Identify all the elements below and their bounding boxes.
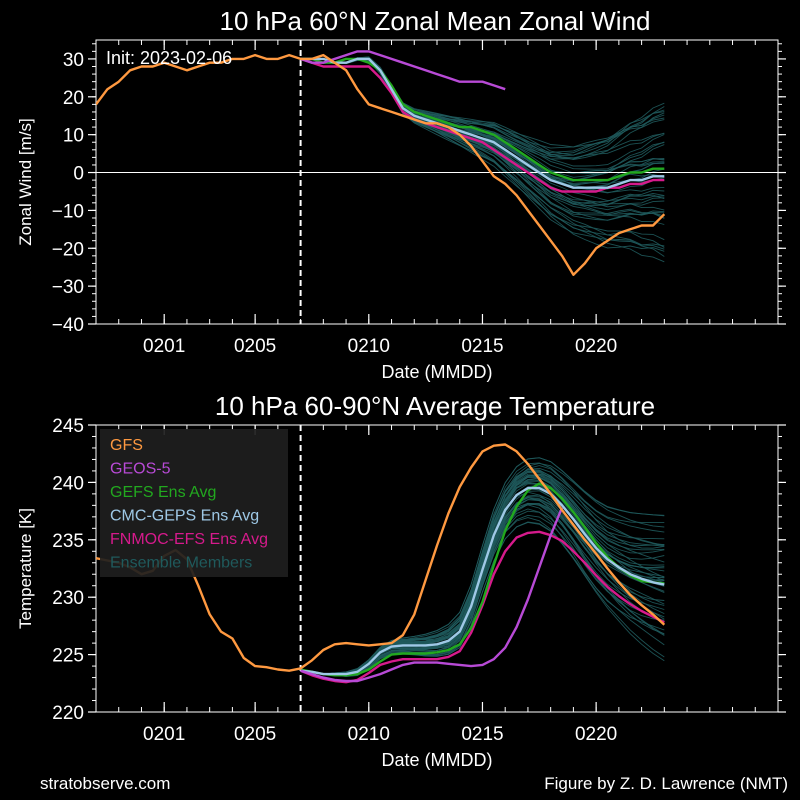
legend-entry: FNMOC-EFS Ens Avg	[110, 531, 268, 548]
x-tick-label: 0220	[575, 724, 617, 745]
legend-entry: Ensemble Members	[110, 555, 252, 572]
legend-entry: GFS	[110, 437, 143, 454]
y-tick-label: −40	[52, 315, 84, 336]
x-tick-label: 0215	[461, 336, 503, 357]
x-tick-label: 0220	[575, 336, 617, 357]
panel-temperature: 10 hPa 60-90°N Average Temperature 0201 02…	[16, 391, 786, 770]
legend: GFS GEOS-5 GEFS Ens Avg CMC-GEPS Ens Avg FNM…	[100, 429, 288, 577]
y-tick-label: −30	[52, 277, 84, 298]
y-tick-label: 245	[52, 416, 84, 437]
y-tick-label: 220	[52, 703, 84, 724]
series-line-geos-5	[300, 50, 506, 91]
series-line-gefs-ens-avg	[300, 57, 665, 182]
x-tick-label: 0201	[143, 724, 185, 745]
footer-author-credit: Figure by Z. D. Lawrence (NMT)	[544, 774, 788, 793]
x-tick-label: 0210	[348, 336, 390, 357]
series-line-cmc-geps-ens-avg	[300, 57, 665, 189]
y-tick-label: 10	[63, 126, 84, 147]
series-line-geos-5	[300, 507, 564, 683]
chart-title: 10 hPa 60°N Zonal Mean Zonal Wind	[220, 6, 651, 36]
y-tick-label: 230	[52, 588, 84, 609]
ensemble-member-line	[300, 471, 665, 675]
x-tick-label: 0201	[143, 336, 185, 357]
x-tick-label: 0205	[234, 724, 276, 745]
series-line-fnmoc-efs-ens-avg	[300, 57, 665, 193]
legend-entry: CMC-GEPS Ens Avg	[110, 508, 259, 525]
series-line-cmc-geps-ens-avg	[300, 486, 665, 676]
legend-box	[100, 429, 288, 577]
y-tick-label: 30	[63, 50, 84, 71]
x-axis-label: Date (MMDD)	[382, 750, 493, 770]
init-annotation: Init: 2023-02-06	[106, 48, 232, 68]
y-tick-label: 240	[52, 473, 84, 494]
series-line-gfs	[96, 53, 666, 276]
series-group	[96, 50, 666, 276]
ensemble-member-line	[300, 514, 665, 677]
axes-frame	[95, 39, 779, 325]
y-tick-label: −20	[52, 239, 84, 260]
legend-entry: GEFS Ens Avg	[110, 484, 216, 501]
x-tick-label: 0210	[348, 724, 390, 745]
y-axis-label: Temperature [K]	[16, 508, 35, 629]
y-tick-label: 225	[52, 646, 84, 667]
x-tick-label: 0215	[461, 724, 503, 745]
x-axis-label: Date (MMDD)	[382, 362, 493, 382]
footer-site-credit: stratobserve.com	[40, 774, 171, 793]
y-tick-label: 235	[52, 531, 84, 552]
series-line-fnmoc-efs-ens-avg	[300, 530, 665, 684]
ensemble-member-line	[300, 58, 665, 257]
y-tick-label: −10	[52, 201, 84, 222]
y-tick-label: 20	[63, 88, 84, 109]
y-axis-label: Zonal Wind [m/s]	[16, 118, 35, 246]
chart-title: 10 hPa 60-90°N Average Temperature	[215, 391, 655, 421]
series-line-gefs-ens-avg	[300, 482, 665, 677]
y-tick-label: 0	[73, 164, 84, 185]
x-tick-label: 0205	[234, 336, 276, 357]
ensemble-member-line	[300, 58, 665, 186]
legend-entry: GEOS-5	[110, 461, 171, 478]
ensemble-member-line	[300, 457, 665, 675]
